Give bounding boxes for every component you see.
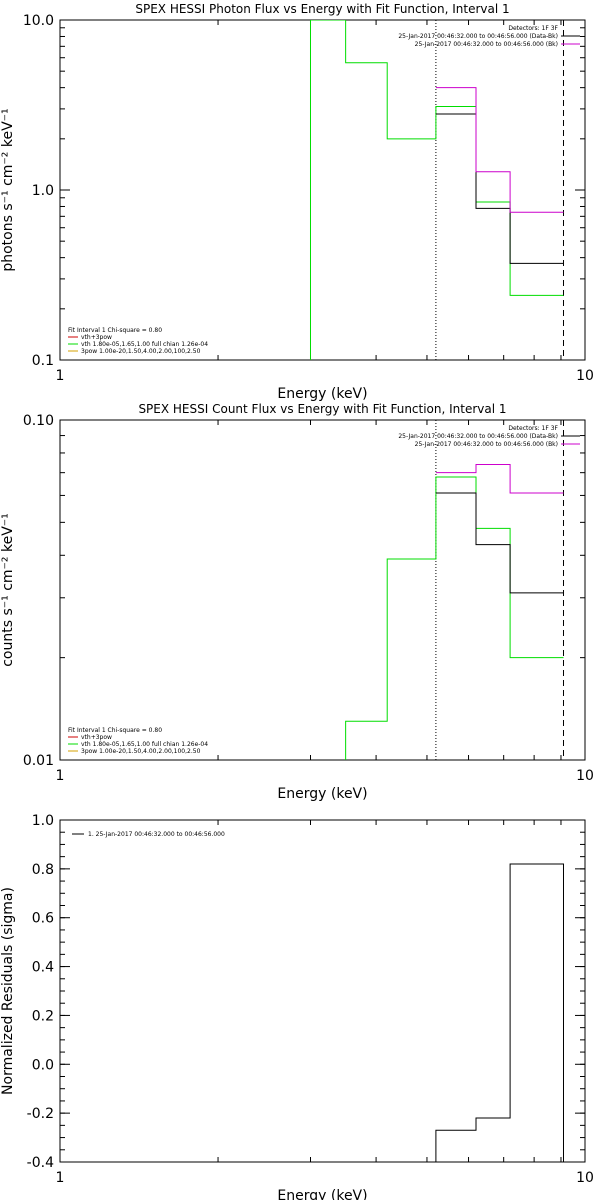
legend-detectors: Detectors: 1F 3F [508,425,558,432]
y-axis-label: photons s⁻¹ cm⁻² keV⁻¹ [0,108,16,271]
chart-title: SPEX HESSI Count Flux vs Energy with Fit… [138,402,506,416]
y-tick-label: 0.2 [32,1008,54,1024]
chart-1: SPEX HESSI Photon Flux vs Energy with Fi… [0,2,594,402]
y-tick-label: -0.4 [27,1155,54,1171]
y-tick-label: 0.10 [23,413,54,429]
x-tick-label: 1 [56,768,65,784]
x-tick-label: 10 [576,1170,594,1186]
y-tick-label: 0.8 [32,862,54,878]
legend-entry: 3pow 1.00e-20,1.50,4.00,2.00,100,2.50 [81,348,201,355]
x-tick-label: 1 [56,1170,65,1186]
legend-fit-info: Fit Interval 1 Chi-square = 0.80 [68,727,162,734]
x-axis-label: Energy (keV) [277,786,367,802]
plot-area [345,420,564,760]
legend-entry: vth 1.80e-05,1.65,1.00 full chian 1.26e-… [81,341,208,348]
legend-detectors: Detectors: 1F 3F [508,25,558,32]
plot-frame [59,819,586,1163]
legend-entry: 3pow 1.00e-20,1.50,4.00,2.00,100,2.50 [81,748,201,755]
y-axis-label: Normalized Residuals (sigma) [0,887,16,1095]
y-tick-label: 0.0 [32,1057,54,1073]
y-tick-label: 10.0 [23,13,54,29]
legend-entry: vth+3pow [81,334,112,341]
chart-2: SPEX HESSI Count Flux vs Energy with Fit… [0,402,594,802]
series-0-steps [345,476,564,760]
chart-title: SPEX HESSI Photon Flux vs Energy with Fi… [135,2,509,16]
series-0-steps [309,20,564,360]
legend-entry: vth 1.80e-05,1.65,1.00 full chian 1.26e-… [81,741,208,748]
y-tick-label: -0.2 [27,1106,54,1122]
legend-fit-info: Fit Interval 1 Chi-square = 0.80 [68,327,162,334]
y-tick-label: 0.1 [32,353,54,369]
plot-frame [59,419,586,761]
y-tick-label: 0.6 [32,911,54,927]
legend-entry: 25-Jan-2017 00:46:32.000 to 00:46:56.000… [415,441,558,448]
x-tick-label: 10 [576,768,594,784]
legend-entry: 25-Jan-2017 00:46:32.000 to 00:46:56.000… [398,433,558,440]
series-1-steps [435,492,564,594]
series-0-steps [435,863,564,1162]
series-2-steps [435,87,564,213]
plot-frame [59,19,586,361]
x-axis-label: Energy (keV) [277,386,367,402]
x-tick-label: 1 [56,368,65,384]
y-tick-label: 0.4 [32,960,54,976]
plot-area [309,20,564,360]
y-axis-label: counts s⁻¹ cm⁻² keV⁻¹ [0,513,16,667]
legend-entry: 1. 25-Jan-2017 00:46:32.000 to 00:46:56.… [88,831,225,838]
series-2-steps [435,463,564,494]
chart-3: 1 10 Energy (keV) -0.4 -0.2 0.0 0.2 0.4 0.6 0.8 1.… [0,813,594,1200]
x-tick-label: 10 [576,368,594,384]
y-tick-label: 1.0 [32,813,54,829]
plot-area [435,863,564,1162]
legend-entry: vth+3pow [81,734,112,741]
legend-entry: 25-Jan-2017 00:46:32.000 to 00:46:56.000… [398,33,558,40]
legend-entry: 25-Jan-2017 00:46:32.000 to 00:46:56.000… [415,41,558,48]
y-tick-label: 1.0 [32,183,54,199]
x-axis-label: Energy (keV) [277,1188,367,1200]
series-1-steps [435,113,564,264]
y-tick-label: 0.01 [23,753,54,769]
